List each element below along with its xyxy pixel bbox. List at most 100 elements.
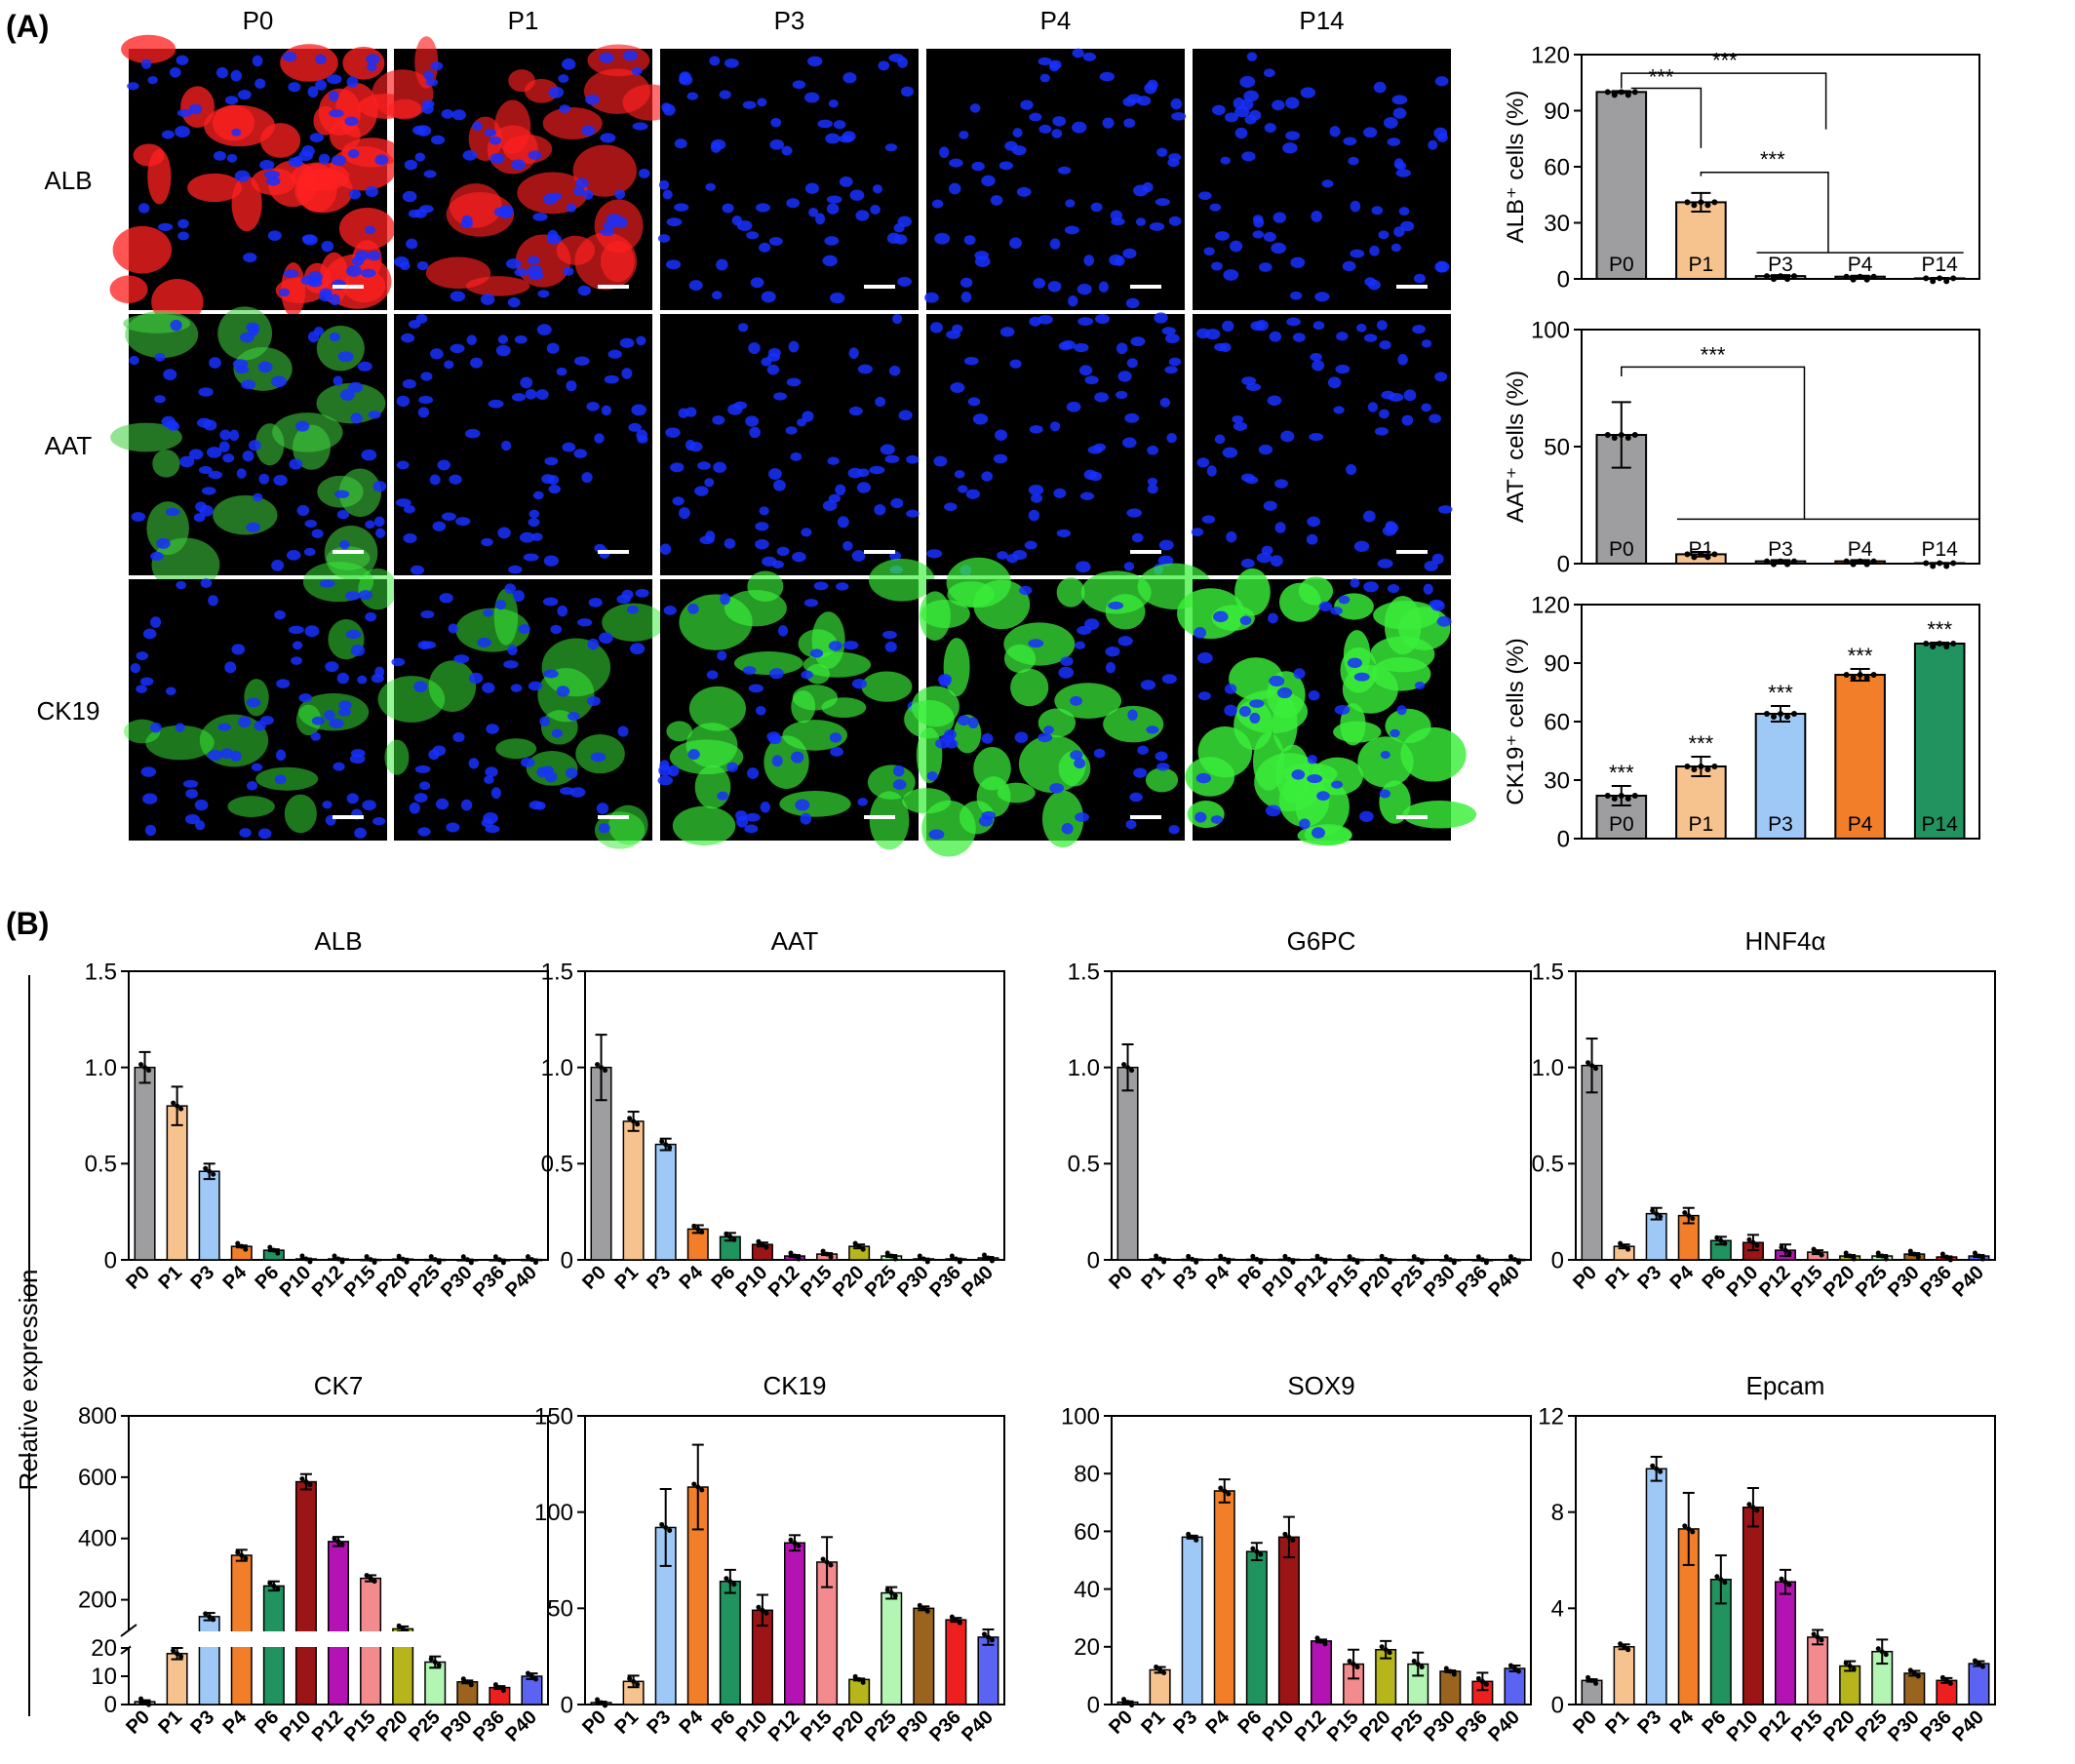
nucleus bbox=[600, 228, 615, 237]
nucleus bbox=[1264, 123, 1276, 134]
nucleus bbox=[1038, 124, 1052, 134]
nucleus bbox=[1347, 657, 1362, 669]
data-point bbox=[1157, 1666, 1163, 1672]
data-point bbox=[1857, 672, 1863, 678]
nucleus bbox=[1269, 331, 1282, 342]
bar-P3 bbox=[1645, 1212, 1667, 1261]
nucleus bbox=[851, 550, 866, 562]
data-point bbox=[404, 1259, 410, 1265]
bar-P36 bbox=[1936, 1679, 1958, 1705]
nucleus bbox=[1079, 491, 1095, 500]
nucleus bbox=[198, 465, 213, 475]
nucleus bbox=[453, 654, 470, 664]
data-point bbox=[271, 1247, 277, 1253]
nucleus bbox=[1334, 704, 1351, 715]
nucleus bbox=[1391, 95, 1408, 105]
nucleus bbox=[1380, 751, 1390, 760]
nucleus bbox=[745, 415, 760, 427]
nucleus bbox=[1401, 414, 1414, 426]
nucleus bbox=[665, 259, 682, 270]
nucleus bbox=[537, 290, 550, 298]
nucleus bbox=[742, 666, 757, 675]
y-tick-label: 0 bbox=[104, 1247, 117, 1274]
nucleus bbox=[786, 377, 802, 387]
nucleus bbox=[358, 590, 373, 600]
nucleus bbox=[826, 195, 842, 204]
signal-blob bbox=[1018, 734, 1086, 794]
nucleus bbox=[231, 128, 242, 137]
nucleus bbox=[278, 288, 291, 297]
data-point bbox=[1125, 1700, 1131, 1705]
data-point bbox=[1286, 1534, 1292, 1540]
nucleus bbox=[1243, 90, 1259, 102]
data-point bbox=[1690, 1529, 1696, 1535]
y-axis-label: CK19⁺ cells (%) bbox=[1503, 638, 1529, 804]
nucleus bbox=[662, 103, 676, 116]
data-point bbox=[464, 1679, 470, 1685]
data-point bbox=[1771, 276, 1777, 283]
nucleus bbox=[410, 565, 425, 575]
nucleus bbox=[658, 179, 670, 190]
nucleus bbox=[292, 641, 303, 650]
nucleus bbox=[364, 225, 375, 235]
nucleus bbox=[1158, 539, 1174, 551]
nucleus bbox=[177, 218, 189, 229]
x-tick-label-P40: P40 bbox=[1948, 1262, 1988, 1302]
nucleus bbox=[599, 632, 613, 645]
data-point bbox=[724, 1231, 729, 1236]
data-point bbox=[146, 1702, 152, 1707]
nucleus bbox=[396, 395, 411, 408]
data-point bbox=[1443, 1254, 1449, 1260]
y-axis-label: AAT⁺ cells (%) bbox=[1503, 371, 1529, 523]
nucleus bbox=[704, 478, 715, 488]
x-tick-label-P40: P40 bbox=[501, 1706, 541, 1746]
data-point bbox=[396, 1623, 402, 1628]
data-point bbox=[1947, 1257, 1953, 1263]
data-point bbox=[663, 1142, 669, 1148]
data-point bbox=[1784, 714, 1790, 720]
signal-blob bbox=[1105, 594, 1146, 630]
nucleus bbox=[1094, 392, 1110, 403]
nucleus bbox=[1306, 533, 1318, 545]
nucleus bbox=[282, 51, 297, 62]
y-tick-label: 80 bbox=[1074, 1462, 1100, 1488]
data-point bbox=[1684, 551, 1691, 558]
bar-P40 bbox=[1504, 1667, 1526, 1705]
data-point bbox=[756, 1238, 762, 1244]
y-tick-label: 100 bbox=[534, 1500, 573, 1526]
nucleus bbox=[581, 472, 593, 484]
nucleus bbox=[562, 58, 576, 70]
bar-P12 bbox=[1310, 1640, 1333, 1705]
nucleus bbox=[548, 485, 561, 494]
nucleus bbox=[430, 348, 444, 360]
nucleus bbox=[1395, 169, 1411, 177]
x-tick-label-P3: P3 bbox=[186, 1262, 218, 1294]
nucleus bbox=[137, 203, 150, 214]
nucleus bbox=[247, 780, 258, 791]
nucleus bbox=[248, 440, 261, 451]
nucleus bbox=[1082, 52, 1096, 61]
data-point bbox=[1911, 1670, 1917, 1676]
nucleus bbox=[127, 82, 139, 91]
nucleus bbox=[1077, 283, 1092, 295]
nucleus bbox=[897, 216, 912, 227]
signal-blob bbox=[323, 254, 392, 309]
nucleus bbox=[747, 767, 760, 779]
nucleus bbox=[337, 351, 354, 363]
signal-blob bbox=[1357, 736, 1414, 788]
signal-blob bbox=[495, 738, 537, 760]
nucleus bbox=[1194, 811, 1207, 823]
nucleus bbox=[201, 487, 216, 495]
data-point bbox=[1972, 1250, 1977, 1256]
data-point bbox=[788, 1537, 794, 1543]
x-tick-label-P3: P3 bbox=[186, 1706, 218, 1739]
nucleus bbox=[528, 264, 543, 277]
nucleus bbox=[420, 372, 433, 381]
y-tick-label: 50 bbox=[547, 1596, 573, 1623]
data-point bbox=[924, 1259, 930, 1265]
x-tick-label-P1: P1 bbox=[1137, 1706, 1169, 1739]
nucleus bbox=[1312, 321, 1325, 331]
signal-blob bbox=[666, 721, 692, 742]
y-tick-label: 800 bbox=[78, 1403, 117, 1430]
